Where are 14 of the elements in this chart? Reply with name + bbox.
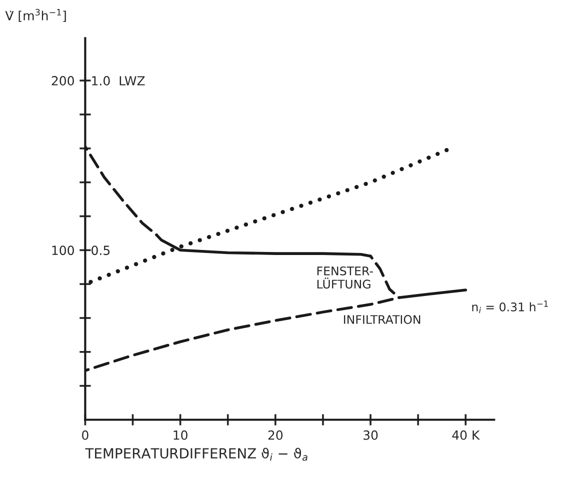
y-tick-label: 200 <box>52 76 74 86</box>
x-tick-label: 10 <box>174 430 188 440</box>
y-tick-label: 100 <box>52 246 74 256</box>
y2-tick-label: 0.5 <box>92 246 110 256</box>
x-tick-label: 40 K <box>452 430 480 440</box>
annotation: n$_{i}$ = 0.31 h$^{−1}$ <box>472 300 548 314</box>
x-axis-title: TEMPERATURDIFFERENZ ϑ$_{i}$ − ϑ$_{a}$ <box>85 448 308 461</box>
y-axis-title: V̇ [m$^{3}$h$^{−1}$] <box>5 8 66 22</box>
annotation: FENSTER- LÜFTUNG <box>317 266 373 289</box>
y2-tick-label: 1.0 LWZ <box>92 76 145 86</box>
annotation: INFILTRATION <box>344 315 420 324</box>
x-tick-label: 30 <box>364 430 378 440</box>
x-tick-label: 20 <box>268 430 283 440</box>
x-tick-label: 0 <box>82 430 88 440</box>
